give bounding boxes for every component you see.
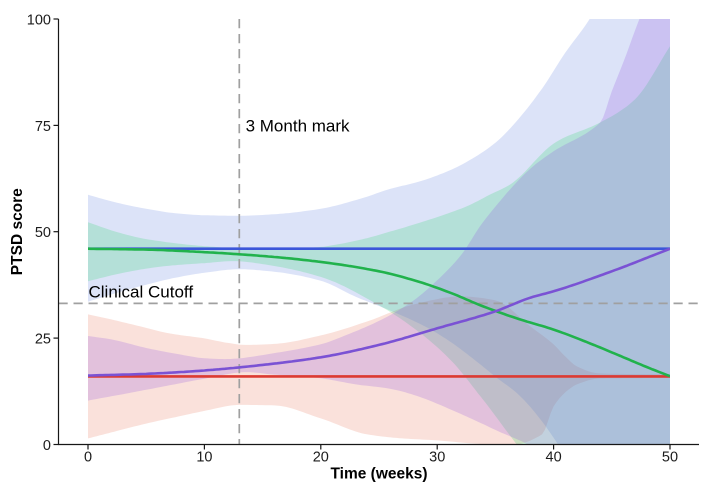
- svg-text:50: 50: [662, 450, 678, 466]
- svg-text:75: 75: [35, 119, 51, 135]
- svg-text:0: 0: [43, 438, 51, 454]
- svg-text:PTSD score: PTSD score: [9, 188, 26, 275]
- svg-text:Clinical Cutoff: Clinical Cutoff: [89, 283, 194, 302]
- svg-text:10: 10: [196, 450, 212, 466]
- svg-text:3 Month mark: 3 Month mark: [246, 116, 350, 135]
- svg-text:100: 100: [27, 13, 51, 29]
- svg-text:30: 30: [429, 450, 445, 466]
- svg-text:50: 50: [35, 225, 51, 241]
- svg-text:25: 25: [35, 332, 51, 348]
- svg-text:20: 20: [313, 450, 329, 466]
- svg-text:Time (weeks): Time (weeks): [330, 465, 427, 482]
- svg-text:0: 0: [84, 450, 92, 466]
- svg-text:40: 40: [546, 450, 562, 466]
